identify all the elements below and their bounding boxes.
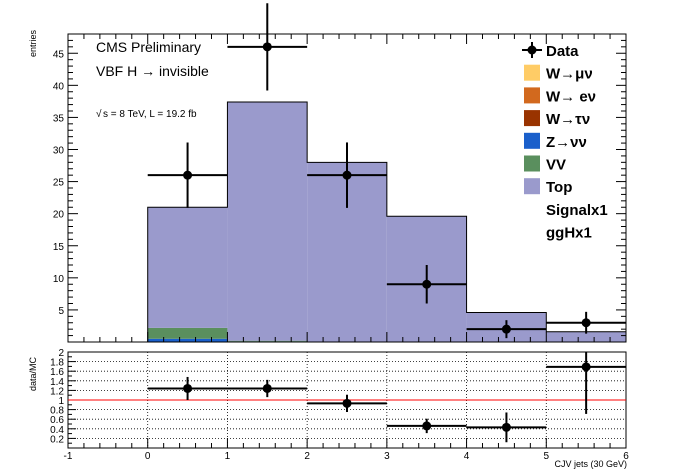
main-y-axis-title: entries bbox=[28, 30, 38, 58]
legend-label-signalx1: Signalx1 bbox=[546, 202, 608, 219]
data-point bbox=[262, 42, 272, 52]
main-panel: 5 10 15 20 25 30 35 40 45 entries CMS Preliminar… bbox=[28, 3, 627, 343]
legend-swatch-vv bbox=[524, 155, 540, 172]
ratio-y-tick-label: 1.2 bbox=[50, 386, 64, 397]
ratio-point bbox=[183, 383, 193, 393]
energy-sqrt-symbol: √ bbox=[96, 108, 102, 120]
ratio-x-tick-label: 3 bbox=[384, 451, 390, 462]
ratio-point bbox=[262, 383, 272, 393]
legend-label-data: Data bbox=[546, 43, 579, 60]
ratio-point bbox=[501, 422, 511, 432]
process-label: VBF H → invisible bbox=[96, 63, 209, 79]
legend-label-w: W→τν bbox=[546, 111, 590, 128]
data-point bbox=[501, 324, 511, 334]
main-y-tick-label: 30 bbox=[53, 146, 65, 157]
ratio-x-axis: -1 0 1 2 3 4 5 6 bbox=[64, 438, 629, 462]
legend: Data W→μν W→ eν W→τν Z→νν VV Top Signalx1 ggHx1 bbox=[522, 42, 608, 242]
legend-label-gghx1: ggHx1 bbox=[546, 225, 592, 242]
legend-label-we: W→ eν bbox=[546, 88, 596, 105]
data-point bbox=[581, 318, 591, 328]
ratio-y-tick-label: 0.2 bbox=[50, 434, 64, 445]
bar-top-bin-1 bbox=[227, 102, 308, 341]
bar-vv-bin-0 bbox=[147, 327, 228, 339]
energy-label: s = 8 TeV, L = 19.2 fb bbox=[103, 109, 197, 120]
ratio-y-tick-label: 1.8 bbox=[50, 358, 64, 369]
ratio-y-tick-label: 2 bbox=[58, 348, 64, 359]
ratio-y-axis: 0.20.40.60.811.21.41.61.82 bbox=[50, 348, 76, 449]
ratio-x-tick-label: 5 bbox=[544, 451, 550, 462]
legend-label-w: W→μν bbox=[546, 66, 593, 83]
data-point bbox=[183, 170, 193, 180]
ratio-y-tick-label: 1 bbox=[58, 396, 64, 407]
main-x-axis bbox=[67, 34, 627, 342]
ratio-panel: 0.20.40.60.811.21.41.61.82 -1 0 1 2 3 4 5 6 dat… bbox=[28, 348, 629, 469]
legend-marker-data bbox=[527, 45, 537, 55]
main-y-tick-label: 25 bbox=[53, 178, 65, 189]
bar-vv-bin-1 bbox=[227, 340, 308, 342]
legend-swatch-top bbox=[524, 178, 540, 195]
cms-preliminary-label: CMS Preliminary bbox=[96, 39, 201, 55]
x-axis-title: CJV jets (30 GeV) bbox=[554, 459, 627, 469]
bar-top-bin-5 bbox=[546, 331, 626, 342]
main-y-tick-label: 20 bbox=[53, 210, 65, 221]
ratio-point bbox=[342, 398, 352, 408]
data-point bbox=[342, 170, 352, 180]
legend-swatch-we bbox=[524, 87, 540, 104]
ratio-x-tick-label: -1 bbox=[64, 451, 73, 462]
bar-z-bin-0 bbox=[147, 338, 228, 342]
main-y-tick-label: 40 bbox=[53, 81, 65, 92]
legend-label-top: Top bbox=[546, 179, 572, 196]
ratio-x-tick-label: 2 bbox=[304, 451, 310, 462]
ratio-y-tick-label: 1.4 bbox=[50, 377, 64, 388]
stacked-bars bbox=[147, 101, 627, 342]
ratio-y-tick-label: 1.6 bbox=[50, 367, 64, 378]
legend-swatch-z bbox=[524, 132, 540, 149]
data-points bbox=[147, 3, 626, 339]
legend-swatch-w bbox=[524, 110, 540, 127]
ratio-x-tick-label: 1 bbox=[225, 451, 231, 462]
legend-label-vv: VV bbox=[546, 157, 566, 174]
legend-label-z: Z→νν bbox=[546, 134, 587, 151]
stack-outline bbox=[147, 101, 627, 342]
ratio-x-tick-label: 6 bbox=[623, 451, 629, 462]
ratio-y-tick-label: 0.4 bbox=[50, 425, 64, 436]
ratio-point bbox=[422, 421, 432, 431]
ratio-y-tick-label: 0.8 bbox=[50, 406, 64, 417]
ratio-y-tick-label: 0.6 bbox=[50, 415, 64, 426]
main-y-tick-label: 15 bbox=[53, 242, 65, 253]
main-y-axis: 5 10 15 20 25 30 35 40 45 bbox=[53, 33, 626, 343]
legend-swatch-w bbox=[524, 64, 540, 81]
data-point bbox=[422, 279, 432, 289]
ratio-x-tick-label: 0 bbox=[145, 451, 151, 462]
main-y-tick-label: 45 bbox=[53, 49, 65, 60]
main-y-tick-label: 10 bbox=[53, 274, 65, 285]
ratio-x-tick-label: 4 bbox=[464, 451, 470, 462]
ratio-y-axis-title: data/MC bbox=[28, 357, 38, 392]
main-y-tick-label: 5 bbox=[58, 306, 64, 317]
ratio-points bbox=[147, 352, 626, 443]
bar-top-bin-0 bbox=[147, 207, 228, 328]
main-y-tick-label: 35 bbox=[53, 113, 65, 124]
ratio-point bbox=[581, 362, 591, 372]
